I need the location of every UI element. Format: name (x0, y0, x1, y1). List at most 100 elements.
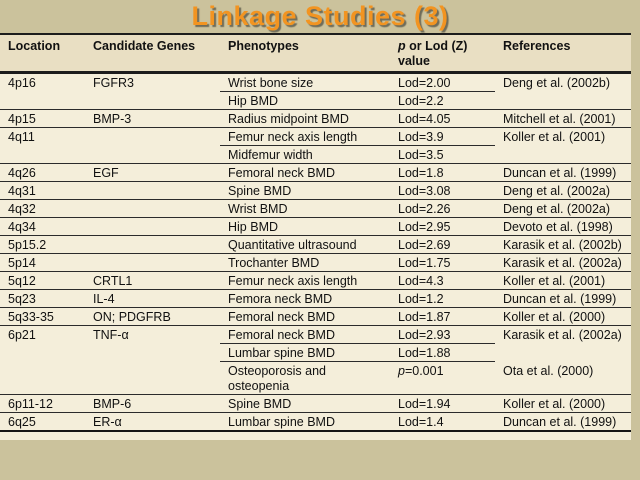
cell-phenotype: Lumbar spine BMD (220, 344, 390, 362)
cell-phenotype: Wrist BMD (228, 202, 288, 216)
cell-location: 5p15.2 (8, 238, 47, 252)
cell-value: Lod=2.26 (398, 202, 451, 216)
table-row: 6p11-12 BMP-6 Spine BMD Lod=1.94 Koller et a… (0, 395, 631, 413)
table-row: 4q32 Wrist BMD Lod=2.26 Deng et al. (2002a) (0, 200, 631, 218)
cell-genes: CRTL1 (93, 274, 133, 288)
header-value-rest: or Lod (Z) (405, 39, 468, 53)
cell-value: Lod=3.5 (398, 148, 444, 162)
cell-location: 4q11 (8, 130, 35, 144)
cell-genes: BMP-6 (93, 397, 132, 411)
cell-phenotype: Hip BMD (228, 220, 279, 234)
cell-phenotype: Radius midpoint BMD (228, 112, 349, 126)
slide-title: Linkage Studies (3) (191, 1, 449, 31)
cell-value: Lod=1.8 (398, 166, 444, 180)
header-value-p: p (398, 39, 406, 53)
cell-phenotype: Osteoporosis and osteopenia (228, 364, 326, 393)
cell-genes (85, 92, 220, 109)
cell-reference: Karasik et al. (2002a) (503, 256, 622, 270)
cell-reference: Deng et al. (2002b) (503, 76, 611, 90)
cell-reference: Devoto et al. (1998) (503, 220, 613, 234)
cell-location: 4p15 (8, 112, 36, 126)
cell-genes: EGF (93, 166, 119, 180)
table-header-row: Location Candidate Genes Phenotypes p or… (0, 35, 631, 74)
cell-location (0, 362, 85, 394)
table-row: 4q11 Femur neck axis length Lod=3.9 Koller … (0, 128, 631, 146)
cell-reference: Karasik et al. (2002a) (503, 328, 622, 342)
cell-reference: Deng et al. (2002a) (503, 202, 611, 216)
table-row: 4p16 FGFR3 Wrist bone size Lod=2.00 Deng et … (0, 74, 631, 92)
cell-value: Lod=1.75 (398, 256, 451, 270)
cell-phenotype: Quantitative ultrasound (228, 238, 357, 252)
table-body: 4p16 FGFR3 Wrist bone size Lod=2.00 Deng et … (0, 74, 631, 432)
cell-phenotype: Hip BMD (228, 94, 279, 108)
table-row: Hip BMD Lod=2.2 (0, 92, 631, 110)
cell-reference: Karasik et al. (2002b) (503, 238, 622, 252)
cell-genes: FGFR3 (93, 76, 134, 90)
cell-location: 5p14 (8, 256, 36, 270)
cell-value: Lod=2.2 (398, 94, 444, 108)
cell-genes (85, 128, 220, 146)
cell-location (0, 146, 85, 163)
cell-phenotype: Femur neck axis length (220, 128, 390, 146)
cell-value: p=0.001 (398, 364, 444, 378)
table-row: 6p21 TNF-α Femoral neck BMD Lod=2.93 Karasik… (0, 326, 631, 344)
cell-location: 6p21 (8, 328, 36, 342)
cell-reference: Koller et al. (2001) (503, 274, 606, 288)
cell-genes (85, 146, 220, 163)
table-row: Midfemur width Lod=3.5 (0, 146, 631, 164)
cell-phenotype: Femoral neck BMD (220, 326, 390, 344)
cell-genes (85, 254, 220, 271)
table-row: Lumbar spine BMD Lod=1.88 (0, 344, 631, 362)
table-row: 5q12 CRTL1 Femur neck axis length Lod=4.3 Ko… (0, 272, 631, 290)
cell-value: Lod=2.69 (398, 238, 451, 252)
cell-location: 5q12 (8, 274, 36, 288)
cell-value: Lod=3.9 (390, 128, 495, 146)
cell-location: 4q31 (8, 184, 36, 198)
header-value: p or Lod (Z) value (390, 35, 495, 71)
table-row: 5p14 Trochanter BMD Lod=1.75 Karasik et al.… (0, 254, 631, 272)
cell-reference: Duncan et al. (1999) (503, 292, 617, 306)
cell-phenotype: Femoral neck BMD (228, 166, 335, 180)
cell-genes (85, 200, 220, 217)
header-references: References (503, 39, 571, 53)
cell-phenotype: Femur neck axis length (228, 274, 358, 288)
cell-location (0, 344, 85, 362)
table-row: 4p15 BMP-3 Radius midpoint BMD Lod=4.05 Mitc… (0, 110, 631, 128)
cell-reference: Deng et al. (2002a) (503, 184, 611, 198)
cell-phenotype: Wrist bone size (220, 74, 390, 92)
cell-value: Lod=1.88 (390, 344, 495, 362)
cell-value: Lod=1.2 (398, 292, 444, 306)
cell-phenotype: Spine BMD (228, 397, 292, 411)
cell-genes: BMP-3 (93, 112, 132, 126)
cell-reference: Ota et al. (2000) (503, 364, 594, 378)
cell-location (0, 92, 85, 109)
cell-value: Lod=2.93 (390, 326, 495, 344)
table-row: 4q31 Spine BMD Lod=3.08 Deng et al. (2002a) (0, 182, 631, 200)
cell-genes: TNF-α (93, 328, 129, 342)
cell-genes (85, 218, 220, 235)
cell-value: Lod=1.87 (398, 310, 451, 324)
cell-genes: IL-4 (93, 292, 115, 306)
header-value-line2: value (398, 54, 430, 68)
cell-location: 5q33-35 (8, 310, 54, 324)
cell-value: Lod=2.95 (398, 220, 451, 234)
cell-location: 6p11-12 (8, 397, 53, 411)
cell-genes: ER-α (93, 415, 122, 429)
cell-reference: Koller et al. (2000) (503, 397, 606, 411)
cell-reference (495, 146, 631, 163)
cell-value: Lod=4.3 (398, 274, 444, 288)
linkage-table: Location Candidate Genes Phenotypes p or… (0, 33, 631, 440)
cell-reference: Duncan et al. (1999) (503, 166, 617, 180)
table-row: 4q26 EGF Femoral neck BMD Lod=1.8 Duncan et … (0, 164, 631, 182)
table-row: 4q34 Hip BMD Lod=2.95 Devoto et al. (1998) (0, 218, 631, 236)
cell-value: Lod=2.00 (390, 74, 495, 92)
table-row: 5q23 IL-4 Femora neck BMD Lod=1.2 Duncan et … (0, 290, 631, 308)
cell-value: Lod=4.05 (398, 112, 451, 126)
cell-genes: ON; PDGFRB (93, 310, 171, 324)
cell-genes (85, 182, 220, 199)
cell-phenotype: Midfemur width (228, 148, 313, 162)
cell-phenotype: Femoral neck BMD (228, 310, 335, 324)
cell-genes (85, 362, 220, 394)
table-row: 5p15.2 Quantitative ultrasound Lod=2.69 Kar… (0, 236, 631, 254)
cell-reference: Duncan et al. (1999) (503, 415, 617, 429)
